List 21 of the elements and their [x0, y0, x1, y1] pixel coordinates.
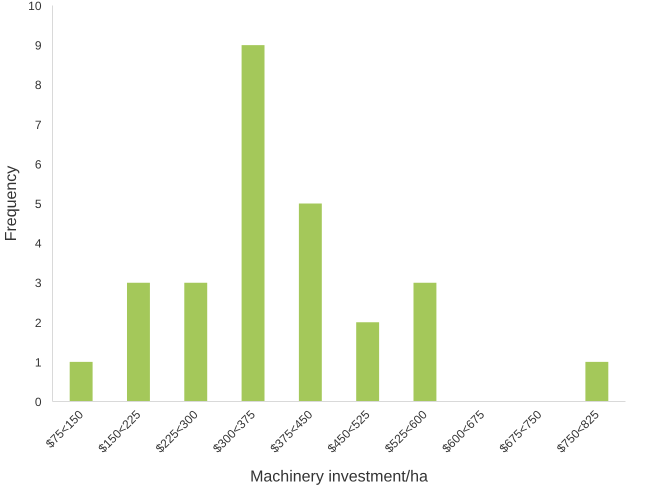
- y-axis-title: Frequency: [3, 166, 20, 242]
- bar: [70, 362, 93, 402]
- y-tick-label: 5: [34, 197, 42, 211]
- y-tick-label: 8: [34, 78, 42, 92]
- y-tick-label: 1: [34, 355, 42, 370]
- bar: [298, 204, 322, 402]
- y-tick-label: 7: [34, 118, 42, 132]
- bar: [184, 282, 208, 402]
- y-tick-label: 2: [34, 316, 42, 330]
- bar: [242, 45, 265, 402]
- bar: [413, 282, 436, 402]
- bar: [126, 282, 150, 402]
- bar: [356, 322, 380, 402]
- y-tick-label: 3: [34, 276, 42, 290]
- y-tick-label: 0: [34, 395, 42, 409]
- bar: [585, 362, 608, 402]
- x-axis-title: Machinery investment/ha: [250, 468, 428, 486]
- y-tick-label: 6: [34, 157, 42, 172]
- y-tick-label: 9: [34, 38, 42, 53]
- y-tick-label: 4: [34, 236, 42, 251]
- y-tick-label: 10: [28, 0, 42, 13]
